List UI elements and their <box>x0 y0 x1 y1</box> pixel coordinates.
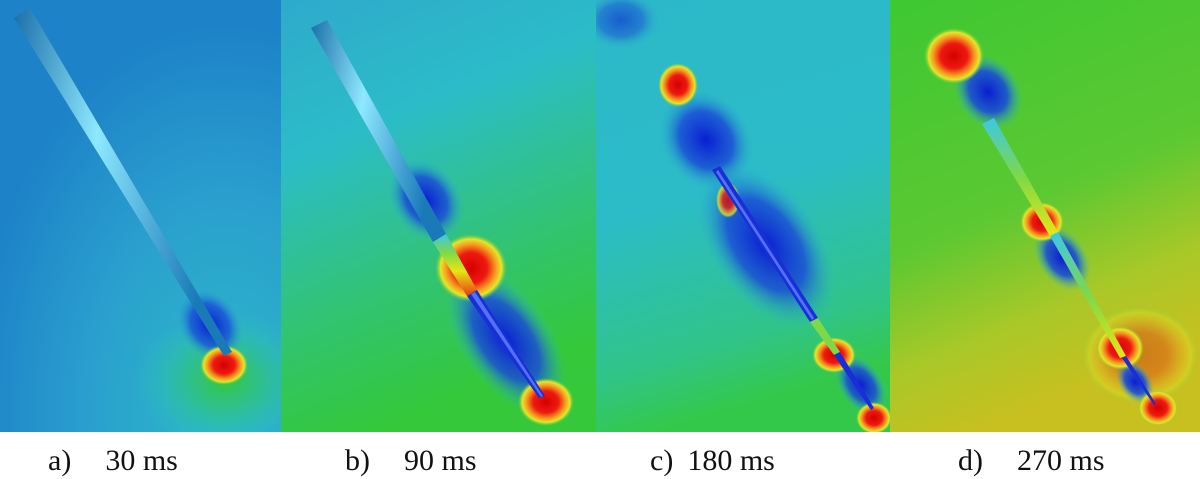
caption-time: 90 ms <box>404 444 477 477</box>
caption-b: b) 90 ms <box>345 444 477 478</box>
caption-letter: d) <box>958 444 983 477</box>
caption-letter: a) <box>48 444 72 477</box>
caption-time: 270 ms <box>1017 444 1105 477</box>
contour-image-a <box>0 0 281 432</box>
caption-d: d) 270 ms <box>958 444 1105 478</box>
simulation-panel-b <box>281 0 596 432</box>
contour-image-b <box>281 0 596 432</box>
contour-image-c <box>596 0 890 432</box>
caption-a: a) 30 ms <box>48 444 178 478</box>
caption-letter: c) <box>650 444 674 477</box>
simulation-panel-c <box>596 0 890 432</box>
caption-letter: b) <box>345 444 370 477</box>
caption-time: 30 ms <box>105 444 178 477</box>
contour-image-d <box>890 0 1200 432</box>
simulation-panel-a <box>0 0 281 432</box>
caption-time: 180 ms <box>687 444 775 477</box>
simulation-panel-d <box>890 0 1200 432</box>
caption-c: c) 180 ms <box>650 444 775 478</box>
